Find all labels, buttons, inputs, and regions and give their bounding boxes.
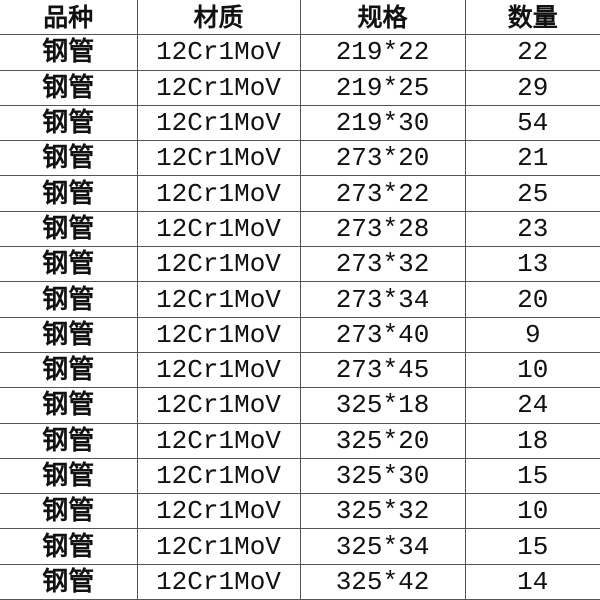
cell-material: 12Cr1MoV xyxy=(137,246,301,283)
cell-quantity: 14 xyxy=(465,564,600,600)
cell-quantity: 13 xyxy=(465,246,600,283)
cell-material: 12Cr1MoV xyxy=(137,423,301,459)
table-row: 钢管 12Cr1MoV 273*34 20 xyxy=(0,281,600,318)
cell-spec: 325*34 xyxy=(300,528,466,565)
cell-variety: 钢管 xyxy=(0,211,138,248)
cell-variety: 钢管 xyxy=(0,317,138,353)
cell-variety: 钢管 xyxy=(0,281,138,318)
cell-quantity: 15 xyxy=(465,458,600,495)
cell-material: 12Cr1MoV xyxy=(137,105,301,142)
table-row: 钢管 12Cr1MoV 273*28 23 xyxy=(0,211,600,248)
cell-spec: 325*20 xyxy=(300,423,466,459)
header-material: 材质 xyxy=(137,0,301,36)
table-row: 钢管 12Cr1MoV 325*18 24 xyxy=(0,387,600,424)
cell-quantity: 9 xyxy=(465,317,600,353)
cell-quantity: 25 xyxy=(465,175,600,212)
cell-material: 12Cr1MoV xyxy=(137,352,301,389)
cell-quantity: 20 xyxy=(465,281,600,318)
cell-material: 12Cr1MoV xyxy=(137,175,301,212)
cell-quantity: 22 xyxy=(465,34,600,71)
cell-quantity: 23 xyxy=(465,211,600,248)
cell-variety: 钢管 xyxy=(0,458,138,495)
cell-material: 12Cr1MoV xyxy=(137,70,301,106)
table-row: 钢管 12Cr1MoV 273*40 9 xyxy=(0,317,600,353)
cell-variety: 钢管 xyxy=(0,423,138,459)
cell-spec: 219*30 xyxy=(300,105,466,142)
cell-variety: 钢管 xyxy=(0,387,138,424)
cell-material: 12Cr1MoV xyxy=(137,564,301,600)
cell-spec: 273*22 xyxy=(300,175,466,212)
table-row: 钢管 12Cr1MoV 273*20 21 xyxy=(0,140,600,177)
table-row: 钢管 12Cr1MoV 325*20 18 xyxy=(0,423,600,459)
cell-material: 12Cr1MoV xyxy=(137,528,301,565)
cell-material: 12Cr1MoV xyxy=(137,140,301,177)
cell-quantity: 29 xyxy=(465,70,600,106)
cell-quantity: 54 xyxy=(465,105,600,142)
cell-quantity: 24 xyxy=(465,387,600,424)
cell-material: 12Cr1MoV xyxy=(137,211,301,248)
table-row: 钢管 12Cr1MoV 273*45 10 xyxy=(0,352,600,389)
table-row: 钢管 12Cr1MoV 273*22 25 xyxy=(0,175,600,212)
header-row: 品种 材质 规格 数量 xyxy=(0,0,600,36)
cell-spec: 273*20 xyxy=(300,140,466,177)
cell-material: 12Cr1MoV xyxy=(137,317,301,353)
cell-variety: 钢管 xyxy=(0,493,138,530)
cell-spec: 219*25 xyxy=(300,70,466,106)
cell-spec: 219*22 xyxy=(300,34,466,71)
header-quantity: 数量 xyxy=(465,0,600,36)
cell-variety: 钢管 xyxy=(0,246,138,283)
cell-variety: 钢管 xyxy=(0,140,138,177)
cell-spec: 273*40 xyxy=(300,317,466,353)
table-row: 钢管 12Cr1MoV 273*32 13 xyxy=(0,246,600,283)
header-variety: 品种 xyxy=(0,0,138,36)
table-row: 钢管 12Cr1MoV 219*22 22 xyxy=(0,34,600,71)
cell-spec: 273*34 xyxy=(300,281,466,318)
cell-spec: 325*18 xyxy=(300,387,466,424)
cell-spec: 325*30 xyxy=(300,458,466,495)
table-row: 钢管 12Cr1MoV 325*32 10 xyxy=(0,493,600,530)
cell-variety: 钢管 xyxy=(0,70,138,106)
cell-quantity: 10 xyxy=(465,352,600,389)
cell-spec: 325*42 xyxy=(300,564,466,600)
table-row: 钢管 12Cr1MoV 219*30 54 xyxy=(0,105,600,142)
cell-variety: 钢管 xyxy=(0,105,138,142)
cell-quantity: 21 xyxy=(465,140,600,177)
cell-material: 12Cr1MoV xyxy=(137,34,301,71)
cell-spec: 273*32 xyxy=(300,246,466,283)
cell-variety: 钢管 xyxy=(0,34,138,71)
cell-spec: 273*28 xyxy=(300,211,466,248)
cell-quantity: 18 xyxy=(465,423,600,459)
table-row: 钢管 12Cr1MoV 325*30 15 xyxy=(0,458,600,495)
cell-quantity: 10 xyxy=(465,493,600,530)
cell-material: 12Cr1MoV xyxy=(137,387,301,424)
cell-material: 12Cr1MoV xyxy=(137,281,301,318)
cell-quantity: 15 xyxy=(465,528,600,565)
cell-spec: 273*45 xyxy=(300,352,466,389)
cell-variety: 钢管 xyxy=(0,564,138,600)
cell-material: 12Cr1MoV xyxy=(137,493,301,530)
header-spec: 规格 xyxy=(300,0,466,36)
cell-spec: 325*32 xyxy=(300,493,466,530)
cell-variety: 钢管 xyxy=(0,352,138,389)
table-row: 钢管 12Cr1MoV 325*42 14 xyxy=(0,564,600,600)
table-row: 钢管 12Cr1MoV 325*34 15 xyxy=(0,528,600,565)
cell-material: 12Cr1MoV xyxy=(137,458,301,495)
cell-variety: 钢管 xyxy=(0,528,138,565)
table-row: 钢管 12Cr1MoV 219*25 29 xyxy=(0,70,600,106)
cell-variety: 钢管 xyxy=(0,175,138,212)
